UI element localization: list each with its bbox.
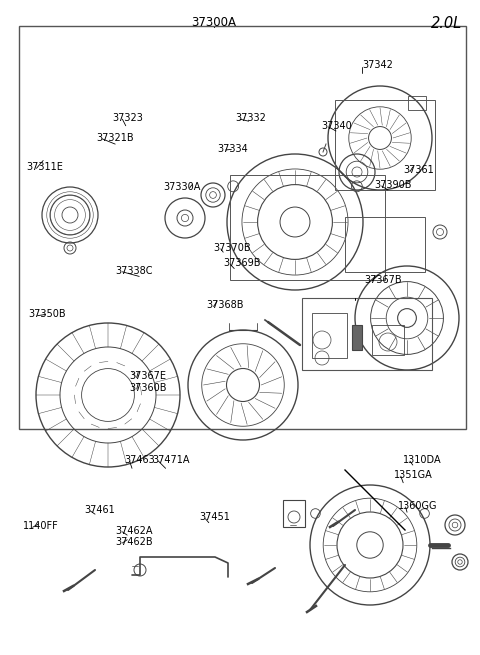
Text: 1140FF: 1140FF [23, 521, 59, 531]
Text: 37330A: 37330A [163, 181, 201, 192]
Text: 37332: 37332 [235, 113, 266, 123]
Text: 37338C: 37338C [115, 265, 153, 276]
Text: 37350B: 37350B [29, 309, 66, 320]
Text: 37334: 37334 [217, 143, 248, 154]
Bar [312, 313, 347, 358]
Bar [283, 500, 305, 527]
Text: 1360GG: 1360GG [398, 500, 438, 511]
Text: 37462A: 37462A [115, 525, 153, 536]
Text: 37390B: 37390B [374, 179, 412, 190]
Bar [302, 298, 432, 370]
Text: 37340: 37340 [322, 121, 352, 131]
Text: 37471A: 37471A [153, 455, 190, 465]
Bar [408, 96, 426, 109]
Text: 37462B: 37462B [115, 536, 153, 547]
Text: 37361: 37361 [403, 165, 434, 176]
Text: 37367E: 37367E [130, 371, 167, 381]
Bar [19, 26, 466, 429]
Text: 1310DA: 1310DA [403, 455, 442, 465]
Bar [345, 217, 425, 272]
Text: 37368B: 37368B [206, 300, 244, 310]
Text: 37300A: 37300A [191, 16, 236, 29]
Text: 37451: 37451 [199, 512, 230, 523]
Text: 37461: 37461 [84, 504, 115, 515]
Text: 37370B: 37370B [214, 242, 251, 253]
Text: 37369B: 37369B [223, 258, 261, 269]
Text: 37463: 37463 [124, 455, 155, 465]
Bar [352, 325, 362, 350]
Bar [372, 325, 404, 355]
Text: 1351GA: 1351GA [394, 470, 432, 480]
Text: 37367B: 37367B [365, 274, 402, 285]
Text: 2.0L: 2.0L [431, 16, 462, 31]
Text: 37321B: 37321B [96, 132, 133, 143]
Text: 37342: 37342 [362, 60, 393, 71]
Text: 37360B: 37360B [130, 383, 167, 393]
Text: 37323: 37323 [113, 113, 144, 123]
Bar [230, 175, 385, 280]
Text: 37311E: 37311E [26, 162, 63, 172]
Bar [335, 100, 435, 190]
